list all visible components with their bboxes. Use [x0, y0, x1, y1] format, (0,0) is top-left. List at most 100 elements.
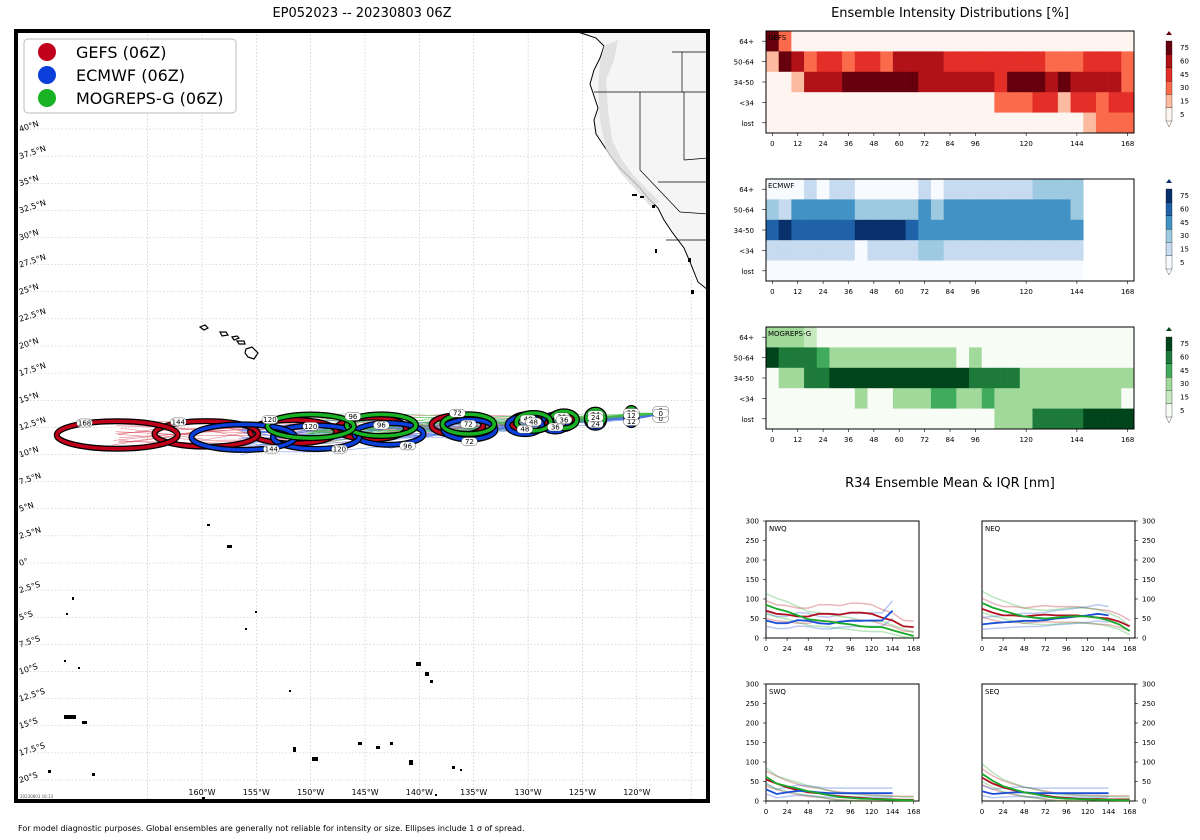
r34-frame: [981, 520, 1136, 639]
r34-frame: [765, 683, 920, 802]
r34-panel-seq: 0 50 100 150 200 250 300 0 24 48 72 96 120 144 168 SEQ: [980, 681, 1156, 817]
heatmap-cell: [1032, 327, 1046, 348]
heatmap-cell: [956, 92, 970, 113]
heatmap-cell: [930, 51, 944, 73]
heatmap-cell: [766, 408, 779, 430]
x-tick-label: 0: [770, 140, 774, 148]
heatmap-cell: [1019, 327, 1033, 348]
hour-label-bg: [516, 425, 534, 434]
heatmap-cell: [842, 71, 856, 93]
heatmap-cell: [892, 179, 906, 200]
hour-label: 96: [403, 442, 412, 450]
lat-label: 5°S: [18, 609, 34, 622]
hour-label: 0: [658, 415, 662, 423]
hour-label-bg: [547, 422, 564, 432]
heatmap-cell: [956, 112, 970, 134]
heatmap-cell: [842, 240, 856, 261]
heatmap-cell: [1108, 327, 1122, 348]
heatmap-cell: [804, 71, 818, 93]
heatmap-cell: [791, 51, 805, 73]
heatmap-cell: [867, 240, 881, 261]
heatmap-cell: [766, 240, 779, 261]
hour-label: 96: [377, 422, 386, 430]
heatmap-cell: [867, 92, 881, 113]
heatmap-row-label: 34-50: [734, 375, 754, 383]
heatmap-cell: [930, 112, 944, 134]
x-tick-label: 120: [1081, 645, 1094, 653]
lon-label: 120°W: [623, 788, 650, 797]
heatmap-cell: [842, 219, 856, 241]
heatmap-row-label: <34: [739, 395, 754, 403]
x-tick-label: 48: [1020, 808, 1029, 816]
heatmap-cell: [1019, 31, 1033, 52]
heatmap-cell: [930, 260, 944, 282]
heatmap-cell: [981, 92, 995, 113]
x-tick-label: 36: [844, 288, 853, 296]
x-tick-label: 48: [804, 808, 813, 816]
heatmap-cell: [829, 408, 843, 430]
heatmap-cell: [1057, 388, 1071, 409]
colorbar-segment: [1165, 107, 1173, 122]
heatmap-cell: [1108, 51, 1122, 73]
heatmap-cell: [1121, 31, 1135, 52]
heatmap-cell: [956, 71, 970, 93]
heatmap-cell: [766, 219, 779, 241]
hour-label-bg: [461, 437, 478, 446]
r34-iqr-lower: [981, 620, 1109, 631]
heatmap-cell: [1108, 112, 1122, 134]
heatmap-cell: [943, 179, 957, 200]
heatmap-cell: [778, 199, 792, 221]
heatmap-cell: [892, 51, 906, 73]
heatmap-cell: [1032, 112, 1046, 134]
heatmap-cell: [1032, 388, 1046, 409]
heatmap-cell: [829, 112, 843, 134]
heatmap-cell: [981, 219, 995, 241]
heatmap-cell: [969, 199, 983, 221]
heatmap-cell: [829, 219, 843, 241]
r34-quadrant-name: SWQ: [769, 688, 786, 696]
heatmap-cell: [766, 347, 779, 369]
x-tick-label: 168: [1121, 288, 1134, 296]
hour-label: 36: [560, 416, 569, 424]
y-tick-label: 300: [1142, 681, 1155, 689]
colorbar-label: 75: [1180, 44, 1189, 52]
heatmap-cell: [842, 388, 856, 409]
heatmap-cell: [791, 219, 805, 241]
heatmap-cell: [854, 92, 868, 113]
heatmap-cell: [804, 31, 818, 52]
hour-label: 144: [172, 418, 186, 426]
heatmap-row-label: <34: [739, 99, 754, 107]
heatmap-cell: [981, 71, 995, 93]
heatmap-cell: [816, 31, 830, 52]
heatmap-cell: [943, 408, 957, 430]
heatmap-cell: [1083, 31, 1097, 52]
heatmap-cell: [778, 179, 792, 200]
lon-label: 145°W: [351, 788, 378, 797]
r34-panel-swq: 0 50 100 150 200 250 300 0 24 48 72 96 120 144 168 SWQ: [746, 681, 921, 817]
heatmap-cell: [981, 408, 995, 430]
y-tick-label: 0: [1142, 798, 1146, 806]
colorbar-label: 60: [1180, 354, 1189, 362]
legend-mogreps-label: MOGREPS-G (06Z): [76, 89, 223, 108]
heatmap-cell: [791, 347, 805, 369]
heatmap-cell: [1057, 199, 1071, 221]
x-tick-label: 60: [895, 436, 904, 444]
hour-label-bg: [76, 418, 93, 428]
heatmap-cell: [867, 367, 881, 389]
heatmap-cell: [1070, 367, 1084, 389]
heatmap-cell: [1019, 347, 1033, 369]
heatmap-cell: [1070, 327, 1084, 348]
heatmap-cell: [880, 219, 894, 241]
heatmap-cell: [918, 347, 932, 369]
heatmap-cell: [956, 179, 970, 200]
heatmap-cell: [766, 31, 779, 52]
heatmap-cell: [791, 327, 805, 348]
heatmap-cell: [892, 71, 906, 93]
heatmap-cell: [816, 408, 830, 430]
colorbar-arrow-bottom: [1165, 268, 1173, 276]
hour-label-bg: [587, 413, 604, 422]
heatmap-cell: [1057, 112, 1071, 134]
heatmap-row-label: 34-50: [734, 227, 754, 235]
heatmap-cell: [905, 327, 919, 348]
heatmap-cell: [1032, 179, 1046, 200]
